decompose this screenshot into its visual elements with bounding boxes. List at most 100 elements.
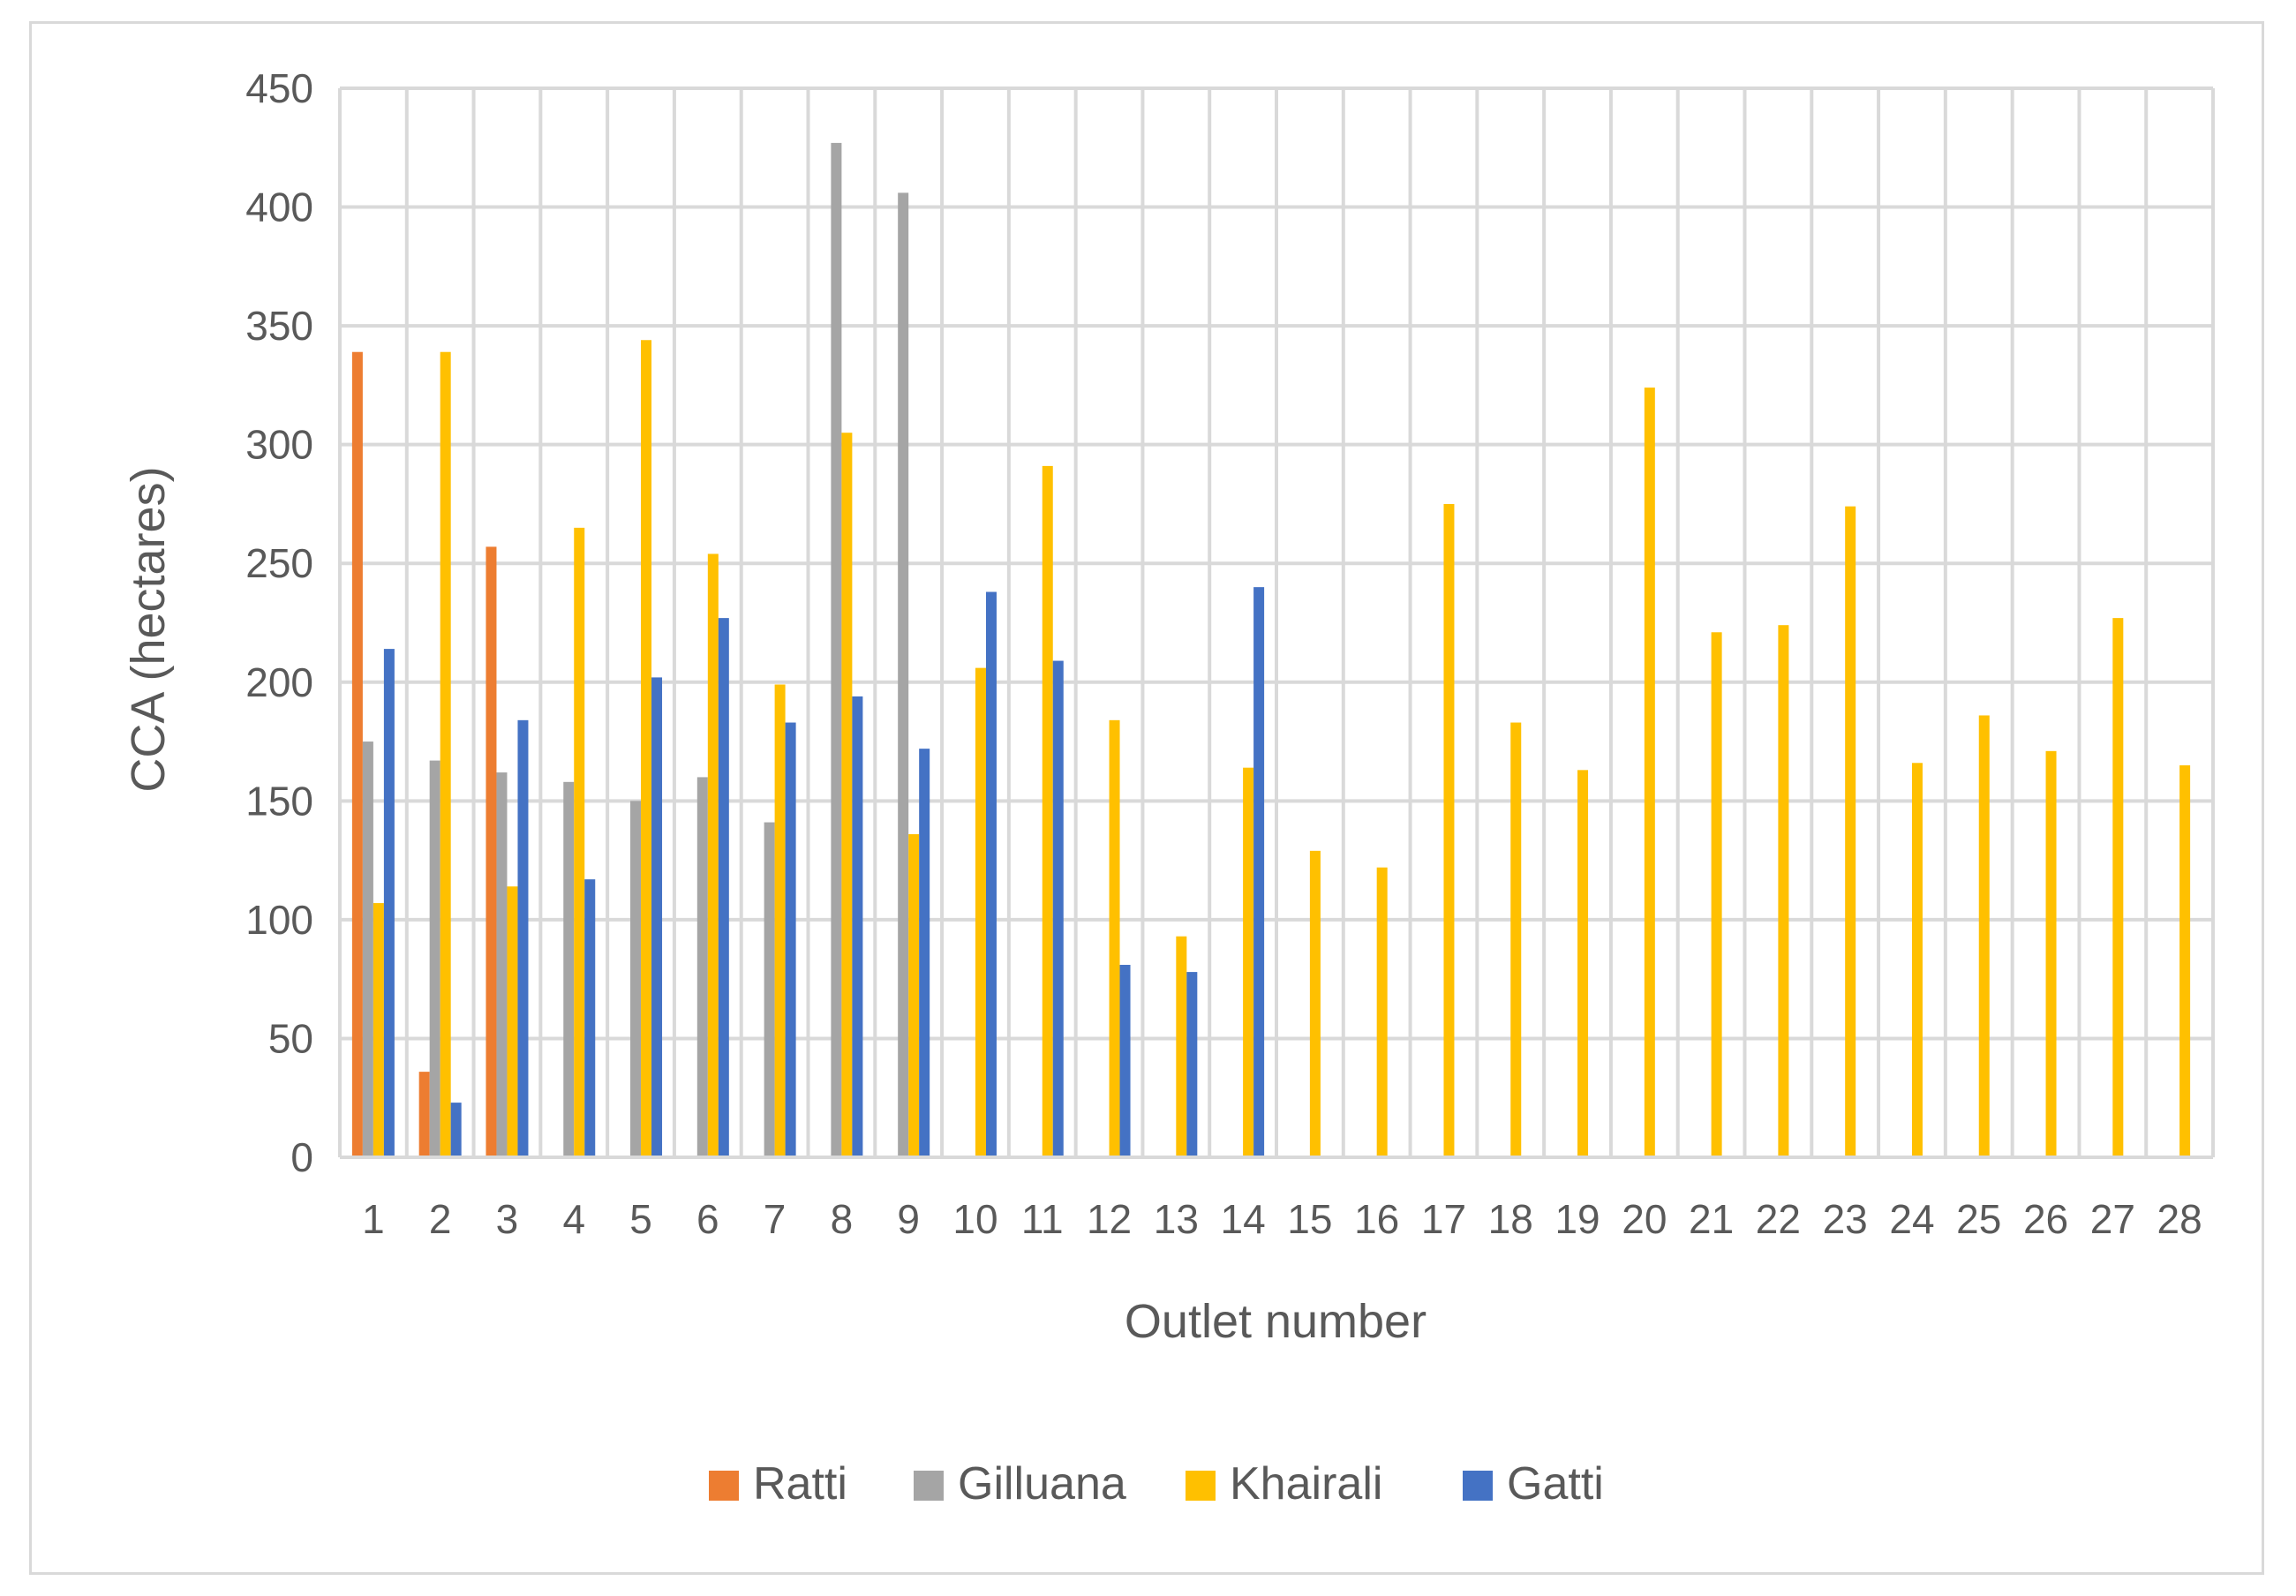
bar-gatti-12 <box>1119 965 1131 1157</box>
bar-gatti-3 <box>517 719 529 1157</box>
bar-khairali-15 <box>1309 850 1321 1157</box>
bar-khairali-10 <box>975 667 986 1157</box>
x-tick-label: 19 <box>1555 1196 1600 1242</box>
bar-gilluana-3 <box>496 772 508 1157</box>
x-tick-label: 23 <box>1823 1196 1868 1242</box>
x-tick-label: 15 <box>1287 1196 1332 1242</box>
legend-swatch <box>914 1471 944 1501</box>
bar-khairali-12 <box>1109 719 1120 1157</box>
bar-gilluana-2 <box>429 760 440 1157</box>
x-tick-label: 18 <box>1488 1196 1533 1242</box>
chart-frame <box>29 21 2264 1575</box>
x-tick-label: 2 <box>429 1196 452 1242</box>
bar-ratti-3 <box>486 546 497 1157</box>
x-tick-label: 17 <box>1421 1196 1466 1242</box>
bar-khairali-24 <box>1911 763 1923 1157</box>
y-tick-label: 450 <box>245 65 313 111</box>
legend-item-gilluana: Gilluana <box>914 1458 1126 1509</box>
x-tick-label: 5 <box>629 1196 652 1242</box>
gridlines <box>338 87 2215 1157</box>
x-tick-label: 27 <box>2090 1196 2135 1242</box>
bar-gilluana-7 <box>764 822 775 1157</box>
bar-khairali-5 <box>641 340 652 1157</box>
bar-khairali-8 <box>841 433 853 1157</box>
bar-khairali-22 <box>1778 625 1789 1157</box>
x-tick-label: 25 <box>1956 1196 2001 1242</box>
x-axis-title: Outlet number <box>1125 1295 1427 1348</box>
bar-gatti-1 <box>383 649 395 1157</box>
bar-khairali-13 <box>1176 936 1187 1157</box>
bar-ratti-2 <box>418 1072 430 1157</box>
bar-khairali-26 <box>2045 750 2057 1157</box>
bar-khairali-27 <box>2112 618 2124 1157</box>
legend-label: Khairali <box>1230 1458 1382 1509</box>
x-tick-label: 1 <box>362 1196 385 1242</box>
legend: Ratti Gilluana Khairali Gatti <box>709 1458 1604 1509</box>
bar-gilluana-8 <box>831 142 842 1158</box>
legend-label: Gatti <box>1507 1458 1604 1509</box>
bar-khairali-7 <box>774 684 786 1157</box>
x-tick-label: 20 <box>1622 1196 1667 1242</box>
bar-khairali-4 <box>574 527 585 1157</box>
x-tick-label: 3 <box>496 1196 519 1242</box>
bar-gilluana-6 <box>696 777 708 1157</box>
bar-gatti-8 <box>852 696 863 1157</box>
bar-gatti-10 <box>985 591 997 1157</box>
x-tick-label: 26 <box>2023 1196 2068 1242</box>
bar-khairali-21 <box>1711 632 1722 1157</box>
bar-khairali-6 <box>707 553 719 1157</box>
bar-khairali-25 <box>1978 715 1990 1157</box>
x-tick-label: 13 <box>1154 1196 1199 1242</box>
x-tick-label: 28 <box>2157 1196 2202 1242</box>
y-tick-label: 200 <box>245 659 313 705</box>
bar-khairali-1 <box>373 903 384 1157</box>
bar-khairali-23 <box>1845 506 1856 1157</box>
legend-swatch <box>1186 1471 1216 1501</box>
bar-gatti-5 <box>651 677 663 1157</box>
bar-khairali-18 <box>1510 722 1522 1157</box>
legend-label: Gilluana <box>958 1458 1126 1509</box>
y-tick-label: 250 <box>245 540 313 586</box>
bars <box>351 142 2191 1158</box>
bar-khairali-20 <box>1644 388 1655 1158</box>
bar-gatti-4 <box>584 879 596 1157</box>
bar-gatti-13 <box>1186 972 1198 1157</box>
x-tick-label: 8 <box>831 1196 854 1242</box>
bar-khairali-2 <box>440 351 451 1157</box>
y-tick-label: 300 <box>245 422 313 468</box>
legend-item-khairali: Khairali <box>1186 1458 1382 1509</box>
x-tick-label: 16 <box>1354 1196 1399 1242</box>
x-tick-label: 21 <box>1689 1196 1734 1242</box>
y-tick-label: 150 <box>245 778 313 824</box>
bar-gilluana-4 <box>563 781 575 1157</box>
bar-khairali-14 <box>1243 767 1254 1157</box>
x-tick-label: 7 <box>764 1196 787 1242</box>
x-tick-label: 4 <box>562 1196 585 1242</box>
y-tick-label: 350 <box>245 303 313 349</box>
bar-gatti-2 <box>450 1103 462 1157</box>
bar-khairali-19 <box>1577 770 1589 1157</box>
bar-gilluana-5 <box>630 801 642 1157</box>
x-tick-label: 14 <box>1221 1196 1266 1242</box>
bar-gilluana-1 <box>362 742 373 1157</box>
x-tick-label: 10 <box>952 1196 997 1242</box>
y-axis-title: CCA (hectares) <box>122 466 175 792</box>
x-tick-label: 24 <box>1889 1196 1934 1242</box>
bar-gatti-9 <box>919 749 930 1157</box>
bar-gatti-14 <box>1253 587 1265 1157</box>
bar-khairali-17 <box>1443 503 1455 1157</box>
y-tick-label: 400 <box>245 184 313 230</box>
y-tick-label: 0 <box>290 1134 313 1180</box>
x-tick-label: 22 <box>1756 1196 1801 1242</box>
x-tick-label: 6 <box>696 1196 719 1242</box>
bar-khairali-3 <box>507 886 518 1157</box>
bar-gatti-7 <box>785 722 796 1157</box>
legend-swatch <box>709 1471 739 1501</box>
legend-item-gatti: Gatti <box>1463 1458 1604 1509</box>
y-tick-label: 50 <box>268 1015 313 1061</box>
x-tick-label: 9 <box>897 1196 920 1242</box>
legend-label: Ratti <box>753 1458 847 1509</box>
x-tick-label: 11 <box>1021 1196 1064 1242</box>
